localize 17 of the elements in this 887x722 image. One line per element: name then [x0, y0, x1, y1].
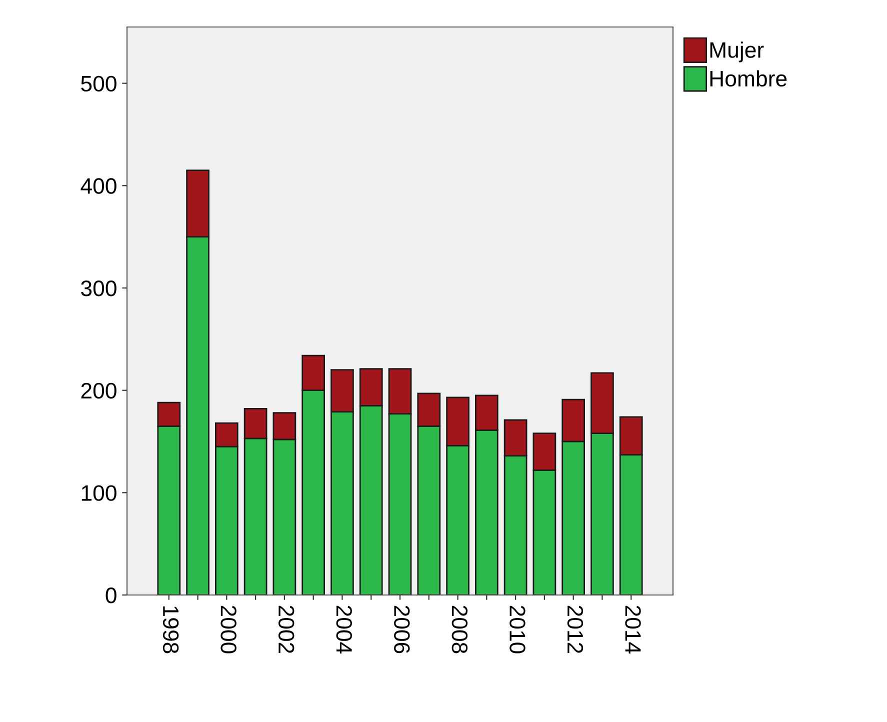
x-tick-label: 2006: [394, 606, 410, 654]
x-tick-label: 2004: [336, 606, 352, 654]
x-tick-label: 2002: [278, 606, 294, 654]
x-tick-label: 2014: [625, 606, 641, 654]
x-tick-label: 2008: [452, 606, 468, 654]
y-tick-label: 400: [80, 178, 116, 194]
y-tick-label: 0: [106, 588, 116, 604]
y-tick-label: 100: [82, 485, 116, 501]
y-tick-label: 200: [81, 382, 116, 399]
x-tick-label: 1998: [162, 606, 179, 654]
legend-label: Hombre: [710, 70, 787, 87]
x-tick-label: 2012: [567, 606, 584, 654]
y-tick-label: 500: [81, 76, 116, 92]
x-tick-label: 2010: [510, 606, 526, 654]
y-tick-label: 300: [81, 280, 116, 296]
legend-label: Mujer: [710, 42, 764, 62]
x-tick-label: 2000: [220, 606, 236, 654]
